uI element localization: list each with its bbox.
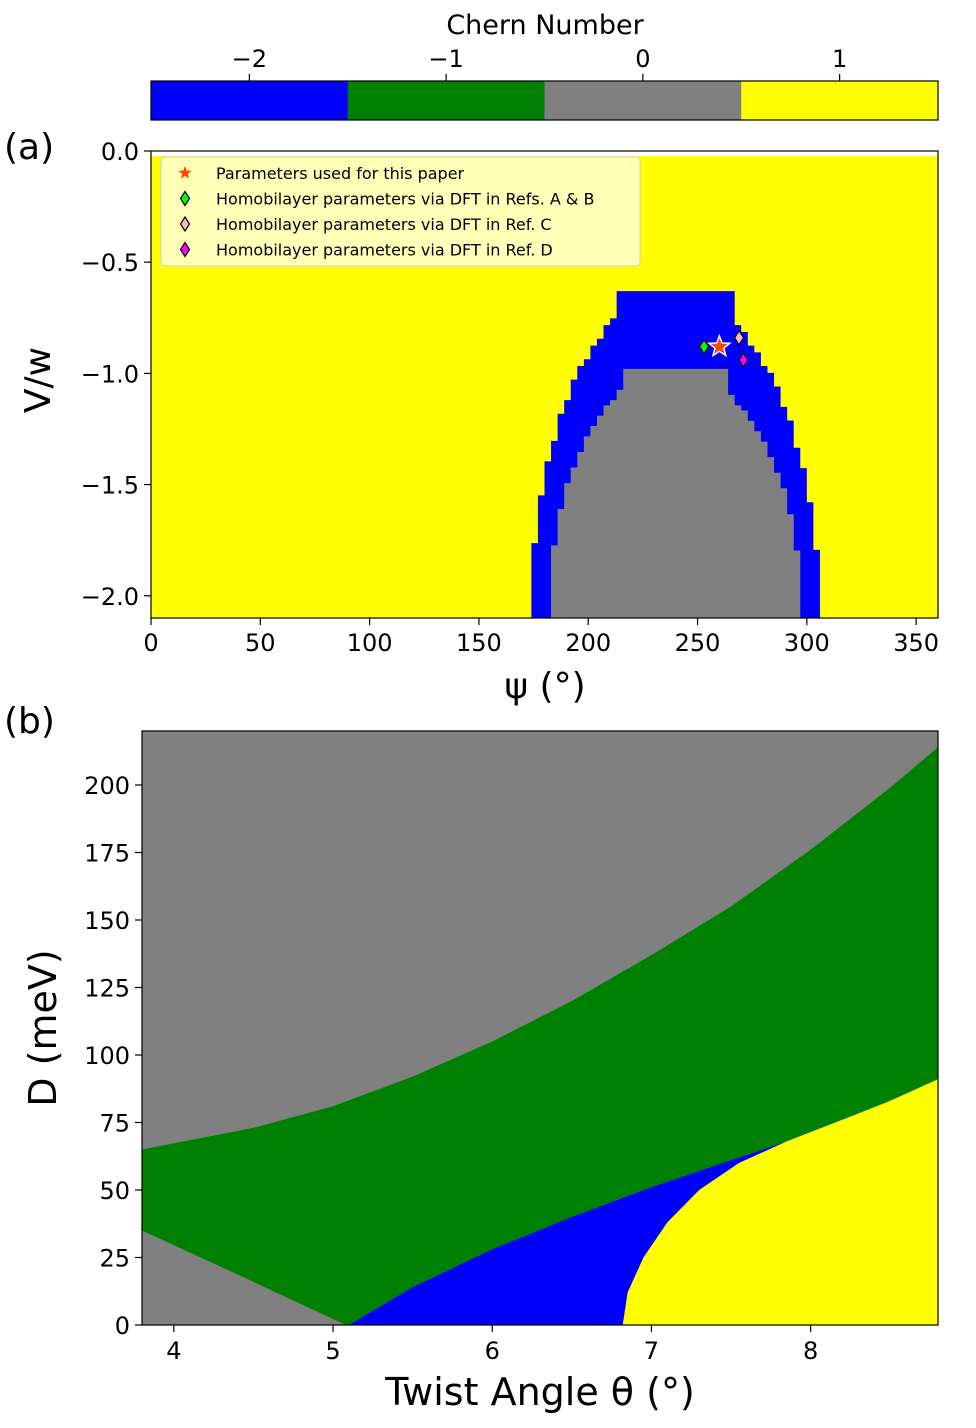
panel-b-ylabel: D (meV)	[21, 949, 65, 1106]
panel-a-markers	[698, 329, 749, 369]
panel-b-ytick-label: 25	[99, 1245, 130, 1273]
colorbar-tick-label: −2	[232, 45, 267, 73]
legend-marker-0	[178, 166, 192, 179]
panel-b-region-blue	[349, 1141, 787, 1325]
panel-a-ytick-label: −2.0	[81, 583, 139, 611]
colorbar-tick-label: −1	[428, 45, 463, 73]
panel-b-label: (b)	[4, 701, 55, 742]
panel-a-frame	[150, 150, 939, 619]
panel-a-xlabel: ψ (°)	[504, 666, 585, 707]
panel-b-region-green	[142, 747, 938, 1325]
panel-b-ytick-label: 125	[84, 975, 130, 1003]
panel-a: (a) 0 50 100 150 200 250 300 350 0.0 −0.5 −1.0 −1.5…	[4, 127, 939, 707]
panel-a-xtick-label: 100	[347, 629, 393, 657]
panel-a-ytick-label: −1.0	[81, 360, 139, 388]
colorbar-frame	[150, 80, 939, 121]
panel-b-ytick-label: 150	[84, 907, 130, 935]
panel-a-ylabel: V/w	[18, 347, 59, 413]
marker-diamond-series-3	[738, 351, 749, 369]
panel-b-ytick-label: 200	[84, 772, 130, 800]
panel-b-ytick-label: 75	[99, 1110, 130, 1138]
panel-b-xtick-label: 5	[325, 1337, 340, 1365]
panel-a-axes: 0 50 100 150 200 250 300 350 0.0 −0.5 −1.0 −1.5 −2.0	[81, 138, 939, 657]
colorbar-ticks: −2 −1 0 1	[232, 45, 847, 81]
panel-a-xtick-label: 350	[893, 629, 939, 657]
legend-label-3: Homobilayer parameters via DFT in Ref. D	[216, 241, 553, 260]
panel-a-ytick-label: −1.5	[81, 472, 139, 500]
legend-items: Parameters used for this paper Homobilaye…	[178, 164, 594, 260]
panel-a-ytick-label: −0.5	[81, 249, 139, 277]
panel-b-plot	[142, 731, 938, 1325]
panel-a-ytick-label: 0.0	[101, 138, 139, 166]
panel-a-label: (a)	[4, 127, 54, 168]
marker-diamond-series-2	[733, 329, 745, 346]
marker-star-series-0	[707, 333, 732, 358]
panel-b-xtick-label: 8	[803, 1337, 818, 1365]
panel-a-xtick-label: 200	[565, 629, 611, 657]
panel-b-xtick-label: 4	[166, 1337, 181, 1365]
legend-label-2: Homobilayer parameters via DFT in Ref. C	[216, 215, 552, 234]
marker-diamond-series-1	[698, 338, 710, 355]
panel-a-xtick-label: 0	[143, 629, 158, 657]
panel-b-ytick-label: 0	[115, 1312, 130, 1340]
panel-a-xtick-label: 250	[675, 629, 721, 657]
panel-a-xtick-label: 150	[456, 629, 502, 657]
panel-b-xtick-label: 7	[644, 1337, 659, 1365]
colorbar-segment-0	[544, 81, 742, 120]
panel-b-region-yellow	[622, 1079, 938, 1325]
panel-b: (b) 4 5 6 7 8 0 25 50 75 100 125 150 175 200 Twist An…	[4, 701, 939, 1414]
legend-label-1: Homobilayer parameters via DFT in Refs. …	[216, 190, 594, 209]
colorbar: Chern Number −2 −1 0 1	[150, 10, 939, 121]
panel-b-ytick-label: 100	[84, 1042, 130, 1070]
panel-b-ytick-label: 175	[84, 840, 130, 868]
colorbar-segment-1	[741, 81, 939, 120]
colorbar-segments	[151, 81, 939, 120]
panel-b-axes: 4 5 6 7 8 0 25 50 75 100 125 150 175 200	[84, 772, 818, 1365]
legend-marker-2	[179, 215, 191, 233]
panel-a-top-strip	[151, 151, 938, 156]
legend-marker-3	[179, 241, 191, 258]
colorbar-tick-label: 0	[635, 45, 650, 73]
legend-marker-1	[179, 190, 191, 207]
legend-box	[160, 156, 641, 267]
colorbar-tick-label: 1	[832, 45, 847, 73]
panel-b-ytick-label: 50	[99, 1177, 130, 1205]
panel-a-region-inner-dome	[551, 368, 801, 618]
panel-b-xlabel: Twist Angle θ (°)	[384, 1370, 695, 1414]
panel-b-frame	[141, 730, 939, 1326]
colorbar-label: Chern Number	[446, 10, 644, 41]
panel-a-xtick-label: 50	[245, 629, 276, 657]
legend-label-0: Parameters used for this paper	[216, 164, 465, 183]
legend: Parameters used for this paper Homobilaye…	[160, 156, 641, 267]
colorbar-segment--2	[151, 81, 349, 120]
panel-a-xtick-label: 300	[784, 629, 830, 657]
panel-b-xtick-label: 6	[485, 1337, 500, 1365]
colorbar-segment--1	[347, 81, 545, 120]
